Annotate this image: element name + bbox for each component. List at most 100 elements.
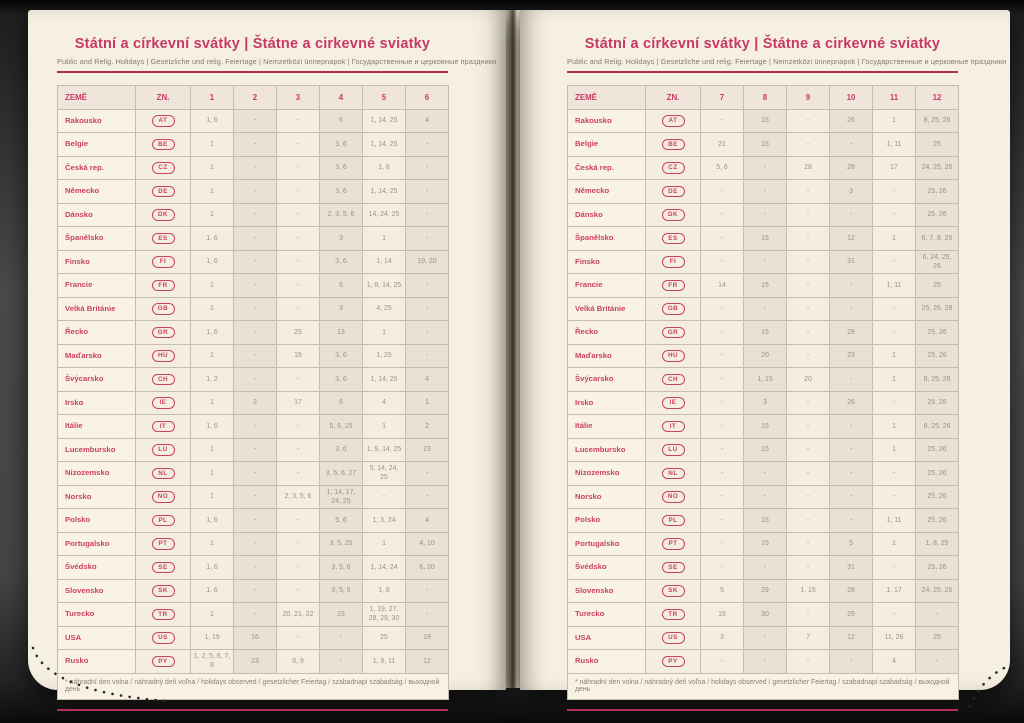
holiday-days-cell: - xyxy=(743,296,787,322)
holiday-days-cell: - xyxy=(405,578,449,604)
table-row: Maďarsko HU -20-23 1 25, 26 xyxy=(567,343,959,369)
holiday-days-cell: 1, 14, 24 xyxy=(362,555,406,580)
holiday-days-cell: - xyxy=(872,179,916,204)
holiday-days-cell: - xyxy=(233,461,277,486)
country-name: Norsko xyxy=(57,484,136,510)
holiday-days-cell: - xyxy=(743,202,787,228)
holiday-days-cell: - xyxy=(743,555,787,580)
holiday-days-cell: 5, 6 xyxy=(319,508,363,533)
holiday-days-cell: 2, 3, 5, 6 xyxy=(319,202,363,228)
country-code-cell: PT xyxy=(645,531,701,557)
holiday-days-cell: - xyxy=(276,202,320,228)
holiday-days-cell: - xyxy=(700,437,744,463)
top-rule xyxy=(567,70,958,73)
table-row: Norsko NO - - - - -25, 26 xyxy=(567,484,959,510)
holiday-days-cell: - xyxy=(362,484,406,510)
holiday-days-cell: - xyxy=(872,202,916,228)
country-code-badge: HU xyxy=(151,350,175,362)
holiday-days-cell: 1, 14 xyxy=(362,249,406,275)
holiday-days-cell: - xyxy=(405,461,449,486)
month-column-header: 4 xyxy=(319,84,363,110)
country-name: Turecko xyxy=(57,602,136,627)
holiday-days-cell: - xyxy=(829,461,873,486)
country-code-cell: TR xyxy=(645,602,701,627)
holiday-days-cell: 1, 6 xyxy=(190,508,234,533)
holiday-days-cell: 28 xyxy=(829,155,873,181)
country-code-badge: NL xyxy=(151,467,175,480)
holiday-days-cell: 1, 6 xyxy=(190,578,234,604)
holiday-days-cell: - xyxy=(700,531,744,557)
country-code-badge: DK xyxy=(661,209,685,221)
holiday-days-cell: 1 xyxy=(190,484,234,510)
country-code-badge: LU xyxy=(661,444,685,456)
footnote-row: * náhradní den volna / náhradný deň voľn… xyxy=(567,672,959,700)
holiday-days-cell: 15 xyxy=(743,414,787,439)
country-code-cell: FR xyxy=(645,273,701,298)
month-column-header: 3 xyxy=(276,84,320,110)
holiday-days-cell: 1, 8, 25 xyxy=(915,531,959,557)
table-row: Dánsko DK 1- -2, 3, 5, 6 14, 24, 25- xyxy=(57,202,449,228)
holiday-days-cell: - xyxy=(700,367,744,392)
holiday-days-cell: 25 xyxy=(915,625,959,651)
country-name: Maďarsko xyxy=(57,343,136,369)
country-code-cell: LU xyxy=(135,437,191,463)
table-row: Rusko PY - - - -4- xyxy=(567,649,959,674)
holiday-days-cell: 25, 26 xyxy=(915,320,959,345)
country-name: Řecko xyxy=(57,320,136,345)
holiday-days-cell: 25 xyxy=(915,273,959,298)
holiday-days-cell: - xyxy=(786,273,830,298)
holiday-days-cell: - xyxy=(872,555,916,580)
country-code-cell: SK xyxy=(135,578,191,604)
country-code-badge: FR xyxy=(661,279,685,292)
holiday-days-cell: 20, 21, 22 xyxy=(276,602,320,627)
holiday-days-cell: - xyxy=(786,179,830,204)
country-code-badge: BE xyxy=(151,138,175,151)
country-name: Turecko xyxy=(567,602,646,627)
country-code-badge: CH xyxy=(661,373,685,386)
holiday-days-cell: - xyxy=(319,625,363,651)
month-column-header: 7 xyxy=(700,84,744,110)
holiday-days-cell: - xyxy=(700,390,744,416)
holiday-days-cell: - xyxy=(829,296,873,322)
holiday-days-cell: - xyxy=(700,202,744,228)
holiday-days-cell: 1, 9, 14, 25 xyxy=(362,437,406,463)
holiday-days-cell: - xyxy=(872,461,916,486)
holiday-days-cell: - xyxy=(829,202,873,228)
holiday-days-cell: 31 xyxy=(829,249,873,275)
holiday-days-cell: 28 xyxy=(786,155,830,181)
holiday-days-cell: - xyxy=(700,226,744,251)
holiday-days-cell: 1 xyxy=(190,155,234,181)
holiday-days-cell: 3 xyxy=(829,179,873,204)
table-row: Itálie IT -15- -1 8, 25, 26 xyxy=(567,414,959,439)
holiday-days-cell: 1, 15 xyxy=(786,578,830,604)
holiday-days-cell: 3, 6 xyxy=(319,367,363,392)
holiday-days-cell: - xyxy=(276,437,320,463)
holiday-days-cell: 6 xyxy=(319,390,363,416)
holiday-days-cell: - xyxy=(233,226,277,251)
holiday-days-cell: 25, 26 xyxy=(915,343,959,369)
table-row: Dánsko DK - - - - -25, 26 xyxy=(567,202,959,228)
country-code-cell: DK xyxy=(645,202,701,228)
holiday-days-cell: 4 xyxy=(362,390,406,416)
country-name: Španělsko xyxy=(57,226,136,251)
country-code-badge: IT xyxy=(661,420,685,433)
holiday-days-cell: 1, 19, 27, 28, 29, 30 xyxy=(362,602,406,627)
holiday-days-cell: 12 xyxy=(405,649,449,674)
country-name: Rusko xyxy=(567,649,646,674)
holiday-days-cell: - xyxy=(276,414,320,439)
holiday-days-cell: 4 xyxy=(405,367,449,392)
holiday-days-cell: 17 xyxy=(276,390,320,416)
holiday-days-cell: - xyxy=(743,649,787,674)
holiday-days-cell: 1, 3, 24 xyxy=(362,508,406,533)
code-column-header: ZN. xyxy=(135,84,191,110)
country-code-cell: HU xyxy=(645,343,701,369)
table-row: Řecko GR -15-28-25, 26 xyxy=(567,320,959,345)
holiday-days-cell: 3, 6 xyxy=(319,343,363,369)
holiday-days-cell: - xyxy=(233,202,277,228)
country-code-badge: PT xyxy=(661,538,685,550)
country-name: Švédsko xyxy=(57,555,136,580)
holiday-days-cell: 1 xyxy=(190,179,234,204)
country-code-badge: GB xyxy=(661,303,685,315)
table-row: Irsko IE 1 2 17 6 4 1 xyxy=(57,390,449,416)
